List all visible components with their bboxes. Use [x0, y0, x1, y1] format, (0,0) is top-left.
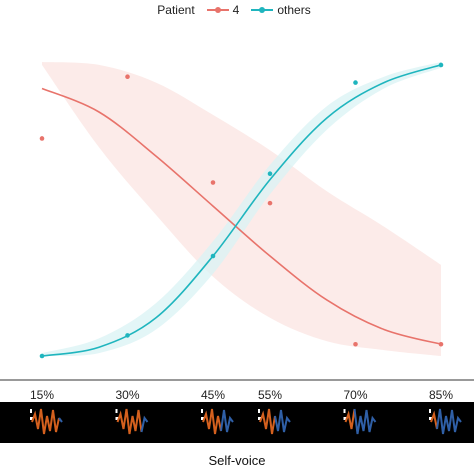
data-points [39, 62, 444, 359]
x-axis-title: Self-voice [208, 453, 266, 468]
fit-lines [41, 64, 442, 357]
x-tick-label-55pct: 55% [258, 388, 282, 402]
speaker-mark-upper [343, 409, 346, 413]
data-point-4-55% [267, 200, 273, 206]
speaker-mark-upper [201, 409, 203, 413]
waveform-other-segment [436, 408, 462, 435]
speaker-mark-upper [30, 409, 32, 413]
speaker-mark-upper [115, 409, 118, 413]
data-point-others-30% [125, 333, 130, 338]
confidence-band-others [42, 62, 441, 357]
speaker-mark-lower [115, 417, 119, 420]
waveform-icon-30pct [115, 408, 149, 435]
waveform-other-segment [353, 408, 377, 435]
legend-item-4: 4 [206, 3, 240, 17]
x-tick-label-15pct: 15% [30, 388, 54, 402]
waveform-self-segment [344, 408, 356, 430]
speaker-mark-lower [201, 417, 204, 420]
waveform-icon-70pct [343, 408, 377, 435]
waveform-strip-bg [0, 402, 474, 443]
speaker-mark-upper [258, 409, 260, 413]
waveform-strip [0, 402, 474, 443]
x-tick-label-85pct: 85% [429, 388, 453, 402]
data-point-others-15% [39, 353, 45, 359]
waveform-icon-85pct [429, 408, 462, 435]
data-point-others-70% [353, 80, 358, 85]
speaker-mark-lower [258, 417, 261, 420]
speaker-mark-upper [429, 409, 431, 413]
speaker-mark-lower [30, 417, 33, 420]
waveform-other-segment [220, 409, 234, 433]
waveform-self-segment [430, 410, 438, 430]
waveform-self-segment [259, 408, 276, 435]
data-point-4-85% [438, 341, 444, 347]
waveform-icon-45pct [201, 408, 234, 435]
legend: Patient 4 others [0, 3, 474, 17]
data-point-4-15% [39, 136, 45, 141]
data-point-4-30% [125, 74, 130, 79]
legend-title: Patient [157, 3, 195, 17]
waveform-self-segment [31, 408, 60, 435]
x-tick-label-45pct: 45% [201, 388, 225, 402]
waveform-other-segment [274, 409, 291, 433]
speaker-mark-lower [429, 417, 432, 420]
confidence-bands [42, 62, 441, 357]
fit-line-4 [41, 87, 442, 345]
waveform-self-segment [202, 408, 222, 435]
fit-line-others [41, 64, 442, 357]
x-tick-label-70pct: 70% [343, 388, 367, 402]
legend-item-others: others [251, 3, 311, 17]
legend-label-4: 4 [232, 3, 240, 17]
x-axis: 15% 30% 45% 55% 70% 85% [0, 379, 474, 402]
data-point-others-85% [438, 62, 444, 68]
speaker-mark-lower [343, 417, 347, 420]
waveform-other-segment [58, 417, 63, 423]
waveform-icon-55pct [258, 408, 291, 435]
x-tick-label-30pct: 30% [115, 388, 139, 402]
legend-label-others: others [277, 3, 311, 17]
data-point-others-45% [210, 253, 216, 259]
data-point-others-55% [267, 171, 273, 177]
waveform-other-segment [140, 415, 149, 433]
waveform-self-segment [116, 408, 143, 435]
data-point-4-45% [210, 180, 216, 185]
legend-swatch-4 [206, 4, 229, 16]
legend-swatch-others [251, 4, 274, 16]
waveform-icon-15pct [30, 408, 63, 435]
data-point-4-70% [353, 341, 358, 347]
